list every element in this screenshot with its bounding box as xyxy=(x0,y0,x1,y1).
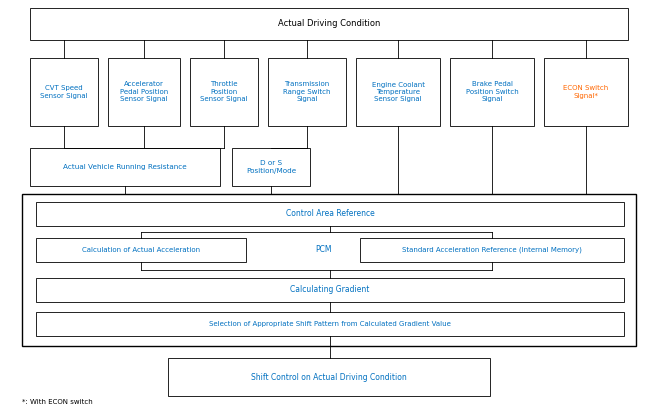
Text: Accelerator
Pedal Position
Sensor Signal: Accelerator Pedal Position Sensor Signal xyxy=(120,82,168,102)
Bar xyxy=(190,58,258,126)
Text: Selection of Appropriate Shift Pattern from Calculated Gradient Value: Selection of Appropriate Shift Pattern f… xyxy=(209,321,451,327)
Bar xyxy=(36,238,246,262)
Bar xyxy=(22,194,636,346)
Text: Brake Pedal
Position Switch
Signal: Brake Pedal Position Switch Signal xyxy=(466,82,519,102)
Text: *: With ECON switch: *: With ECON switch xyxy=(22,399,93,405)
Text: Calculating Gradient: Calculating Gradient xyxy=(290,285,370,295)
Text: Actual Driving Condition: Actual Driving Condition xyxy=(278,20,380,29)
Bar xyxy=(544,58,628,126)
Bar xyxy=(30,58,98,126)
Bar xyxy=(36,278,624,302)
Bar xyxy=(30,148,220,186)
Bar xyxy=(232,148,310,186)
Text: Engine Coolant
Temperature
Sensor Signal: Engine Coolant Temperature Sensor Signal xyxy=(372,82,424,102)
Bar xyxy=(36,202,624,226)
Bar xyxy=(360,238,624,262)
Bar xyxy=(168,358,490,396)
Text: Calculation of Actual Acceleration: Calculation of Actual Acceleration xyxy=(82,247,200,253)
Bar xyxy=(268,58,346,126)
Text: ECON Switch
Signal*: ECON Switch Signal* xyxy=(563,85,609,99)
Text: Transmission
Range Switch
Signal: Transmission Range Switch Signal xyxy=(283,82,331,102)
Text: D or S
Position/Mode: D or S Position/Mode xyxy=(246,160,296,174)
Text: Shift Control on Actual Driving Condition: Shift Control on Actual Driving Conditio… xyxy=(251,372,407,381)
Text: CVT Speed
Sensor Signal: CVT Speed Sensor Signal xyxy=(40,85,88,99)
Bar xyxy=(450,58,534,126)
Text: Throttle
Position
Sensor Signal: Throttle Position Sensor Signal xyxy=(200,82,248,102)
Text: Actual Vehicle Running Resistance: Actual Vehicle Running Resistance xyxy=(63,164,187,170)
Text: PCM: PCM xyxy=(315,245,331,255)
Text: Control Area Reference: Control Area Reference xyxy=(286,210,374,218)
Bar xyxy=(356,58,440,126)
Bar xyxy=(108,58,180,126)
Bar xyxy=(30,8,628,40)
Text: Standard Acceleration Reference (Internal Memory): Standard Acceleration Reference (Interna… xyxy=(402,247,582,253)
Bar xyxy=(36,312,624,336)
